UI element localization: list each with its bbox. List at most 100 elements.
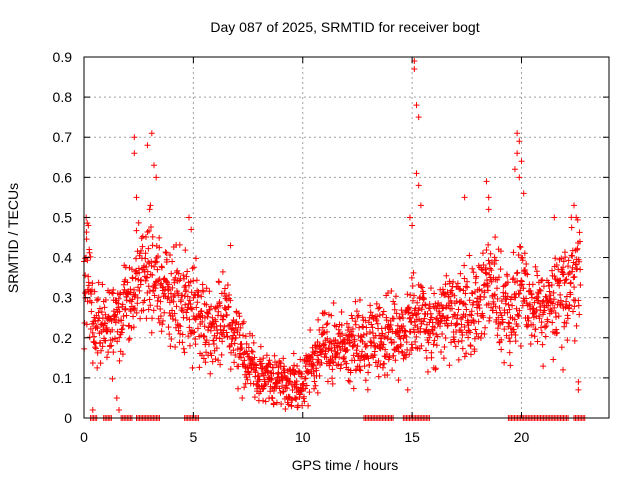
data-point: [478, 287, 485, 294]
data-point: [114, 338, 121, 345]
data-point: [102, 311, 109, 318]
data-point: [253, 364, 260, 371]
data-point: [204, 313, 211, 320]
data-point: [442, 334, 449, 341]
data-point: [565, 257, 572, 264]
data-point: [491, 260, 498, 267]
data-point: [498, 297, 505, 304]
data-point: [407, 328, 414, 335]
data-point: [506, 349, 513, 356]
data-point: [98, 308, 105, 315]
data-point: [403, 351, 410, 358]
data-point: [391, 301, 398, 308]
data-point: [461, 353, 468, 360]
data-point: [455, 338, 462, 345]
data-point: [277, 389, 284, 396]
data-point: [470, 299, 477, 306]
data-point: [353, 350, 360, 357]
data-point: [198, 352, 205, 359]
data-point: [147, 202, 154, 209]
data-point: [485, 257, 492, 264]
data-point: [553, 314, 560, 321]
data-point: [459, 332, 466, 339]
chart-title: Day 087 of 2025, SRMTID for receiver bog…: [210, 19, 479, 35]
data-point: [184, 293, 191, 300]
data-point: [159, 321, 166, 328]
data-point: [420, 318, 427, 325]
data-point: [85, 222, 92, 229]
data-point: [439, 286, 446, 293]
data-point: [574, 265, 581, 272]
data-point: [99, 343, 106, 350]
data-point: [145, 283, 152, 290]
data-point: [95, 279, 102, 286]
data-point: [220, 313, 227, 320]
data-point: [504, 272, 511, 279]
data-point: [556, 282, 563, 289]
data-point: [516, 290, 523, 297]
data-point: [303, 382, 310, 389]
data-point: [131, 293, 138, 300]
data-point: [349, 325, 356, 332]
data-point: [124, 279, 131, 286]
data-point: [384, 335, 391, 342]
data-point: [359, 314, 366, 321]
data-point: [221, 290, 228, 297]
data-point: [178, 297, 185, 304]
data-point: [513, 270, 520, 277]
data-point: [394, 322, 401, 329]
data-point: [360, 323, 367, 330]
y-tick-label: 0.1: [53, 370, 73, 386]
data-point: [405, 304, 412, 311]
data-point: [126, 335, 133, 342]
data-point: [374, 363, 381, 370]
data-point: [397, 335, 404, 342]
data-point: [94, 325, 101, 332]
data-point: [190, 294, 197, 301]
data-point: [177, 330, 184, 337]
data-point: [403, 339, 410, 346]
data-point: [514, 130, 521, 137]
data-point: [102, 297, 109, 304]
data-point: [400, 322, 407, 329]
data-point: [373, 317, 380, 324]
data-point: [154, 266, 161, 273]
data-point: [193, 277, 200, 284]
data-point: [526, 301, 533, 308]
data-point: [94, 364, 101, 371]
data-point: [531, 299, 538, 306]
axis-ticks: 0 5 10 15 20 0 0.1 0.2 0.3 0.4 0.5 0.6 0.7 0.8 0.9: [53, 49, 609, 445]
gridlines: [84, 57, 609, 418]
data-point: [470, 317, 477, 324]
data-point: [576, 311, 583, 318]
data-point: [494, 332, 501, 339]
data-point: [503, 332, 510, 339]
data-point: [337, 365, 344, 372]
data-point: [517, 244, 524, 251]
data-point: [206, 288, 213, 295]
data-point: [484, 287, 491, 294]
data-point: [319, 324, 326, 331]
data-point: [244, 376, 251, 383]
data-point: [108, 342, 115, 349]
data-point: [94, 349, 101, 356]
data-point: [316, 327, 323, 334]
data-point: [372, 359, 379, 366]
data-point: [454, 320, 461, 327]
data-point: [89, 280, 96, 287]
data-point: [316, 372, 323, 379]
y-tick-label: 0.4: [53, 250, 73, 266]
data-point: [223, 311, 230, 318]
data-point: [418, 342, 425, 349]
data-point: [389, 315, 396, 322]
data-point: [320, 310, 327, 317]
data-point: [193, 255, 200, 262]
data-point: [575, 302, 582, 309]
data-point: [149, 315, 156, 322]
data-point: [380, 341, 387, 348]
data-point: [353, 308, 360, 315]
data-point: [99, 315, 106, 322]
data-point: [489, 307, 496, 314]
data-point: [393, 329, 400, 336]
data-point: [146, 206, 153, 213]
